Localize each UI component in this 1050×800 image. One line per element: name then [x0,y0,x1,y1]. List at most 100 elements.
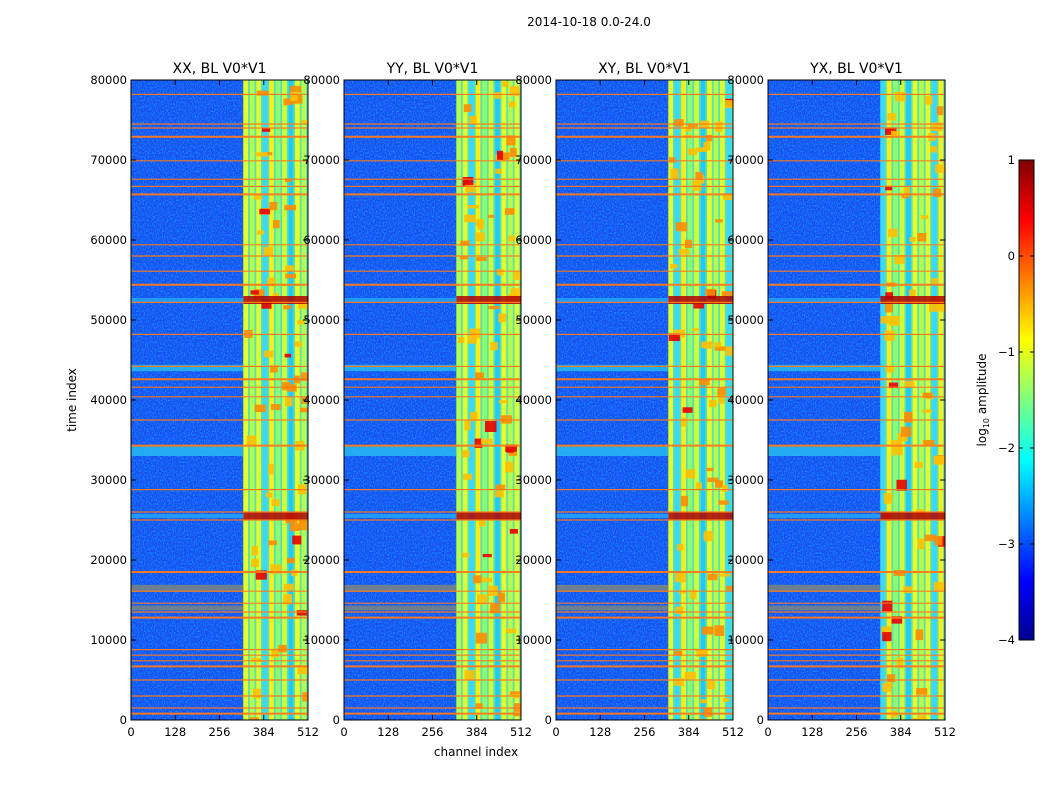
heat-blob [495,168,502,174]
heat-blob [909,289,916,301]
heat-blob [684,671,696,680]
heat-blob [249,717,259,720]
colorbar: 10−1−2−3−4 log10 amplitude [975,153,1035,647]
x-tick-label: 128 [164,725,186,739]
heatmap-image [131,80,308,720]
peak-row-spill [768,298,881,302]
heat-blob [490,342,498,351]
heat-blob [922,392,933,399]
heat-blob [251,658,262,663]
heat-blob [673,650,683,656]
heat-blob [263,350,274,358]
colorbar-label-suffix: amplitude [975,354,989,418]
heat-blob [718,573,731,577]
heat-blob [900,426,912,437]
x-tick-label: 256 [209,725,231,739]
heat-blob [924,534,936,542]
band-stripe [482,80,487,720]
heat-blob [703,141,711,151]
heat-blob [268,463,275,475]
broad-band [768,364,881,372]
peak-row [668,512,733,520]
colorbar-label: log10 amplitude [975,354,991,447]
heat-blob [283,583,294,591]
broad-band [556,445,669,456]
band-stripe [912,80,918,720]
heat-blob [708,399,717,408]
heat-blob [718,500,729,505]
band-stripe [488,80,494,720]
heat-blob [498,313,507,323]
peak-row [456,512,521,520]
broad-band [768,584,881,592]
heat-blob [675,222,688,232]
x-axis-label: channel index [434,745,518,759]
band-stripe [932,80,937,720]
heat-blob [508,101,516,108]
heat-blob [261,128,271,132]
band-stripe [269,80,274,720]
y-tick-label: 60000 [90,233,127,247]
heat-blob [494,490,504,498]
heat-blob [937,304,945,312]
heat-blob [706,680,716,690]
heat-blob [718,394,725,404]
heat-blob [300,407,308,413]
heat-blob [469,115,477,124]
panel-xx: XX, BL V0*V1 0 128 256 384 512 0 10000 20000 3000… [90,61,319,739]
peak-row-spill [344,514,457,518]
heat-blob [285,265,294,272]
heat-blob [479,520,486,527]
heat-blob [917,715,927,720]
heat-blob [673,329,685,338]
heat-blob [891,616,903,624]
x-tick-label: 512 [722,725,744,739]
heat-blob [474,438,483,448]
y-tick-label: 20000 [303,553,340,567]
x-tick-label: 0 [764,725,771,739]
y-tick-label: 50000 [90,313,127,327]
x-tick-label: 384 [890,725,912,739]
heat-blob [880,316,892,324]
heat-blob [674,119,684,127]
heat-blob [936,106,944,116]
heat-blob [509,148,517,157]
heat-blob [887,113,897,121]
heat-blob [263,246,273,257]
heat-blob [477,594,488,605]
heatmap-image [556,80,733,720]
heat-blob [685,469,696,479]
figure-title: 2014-10-18 0.0-24.0 [527,15,651,29]
heat-blob [882,600,893,612]
heat-blob [253,195,262,200]
heat-blob [301,120,308,124]
heat-blob [883,493,893,504]
heat-blob [886,674,896,683]
band-stripe [700,80,706,720]
heat-blob [504,208,515,215]
heat-blob [263,152,273,156]
heat-blob [888,382,898,389]
heat-blob [895,91,906,102]
heat-blob [505,461,514,473]
peak-row-spill [131,514,244,518]
heat-blob [678,590,687,594]
heat-blob [481,577,493,583]
heat-blob [885,292,894,300]
heat-blob [680,417,687,427]
heat-blob [270,365,278,373]
heat-blob [268,540,278,546]
y-tick-label: 40000 [515,393,552,407]
heat-blob [470,411,478,422]
band-stripe [256,80,261,720]
broad-band [131,584,244,592]
heat-blob [285,397,293,407]
heat-blob [715,121,723,132]
band-stripe [243,80,249,720]
y-tick-label: 30000 [515,473,552,487]
y-tick-label: 70000 [727,153,764,167]
heat-blob [488,305,500,310]
x-tick-label: 128 [801,725,823,739]
heat-blob [924,96,933,105]
heat-blob [717,387,727,396]
